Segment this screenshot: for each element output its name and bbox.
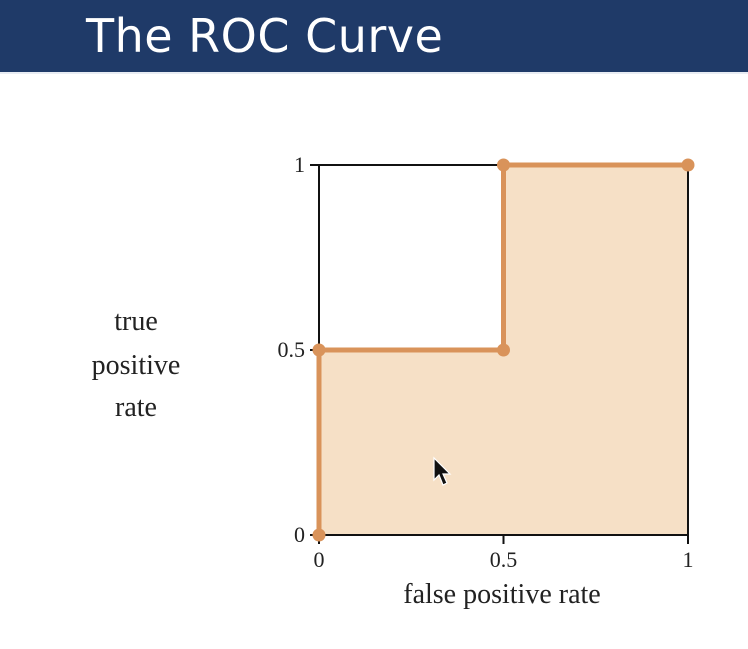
y-axis-label-line-2: positive <box>92 350 181 381</box>
plot-layer: 0 0.5 1 0 0.5 1 <box>278 152 695 572</box>
x-axis-label: false positive rate <box>403 579 600 610</box>
y-tick-label-1: 0.5 <box>278 337 306 362</box>
roc-point-2 <box>497 343 510 357</box>
mouse-pointer-icon <box>433 456 452 486</box>
slide-title: The ROC Curve <box>86 9 444 63</box>
title-divider <box>0 72 748 74</box>
roc-point-3 <box>497 158 510 172</box>
roc-point-4 <box>681 158 695 172</box>
x-tick-label-0: 0 <box>314 547 325 572</box>
y-tick-label-2: 1 <box>294 152 305 177</box>
x-tick-label-2: 1 <box>683 547 694 572</box>
roc-point-0 <box>312 528 326 542</box>
x-tick-label-1: 0.5 <box>490 547 518 572</box>
y-tick-label-0: 0 <box>294 522 305 547</box>
y-axis-label-line-3: rate <box>115 392 157 423</box>
roc-point-1 <box>312 343 326 357</box>
y-axis-label-line-1: true <box>114 306 158 337</box>
title-bar: The ROC Curve <box>0 0 748 72</box>
